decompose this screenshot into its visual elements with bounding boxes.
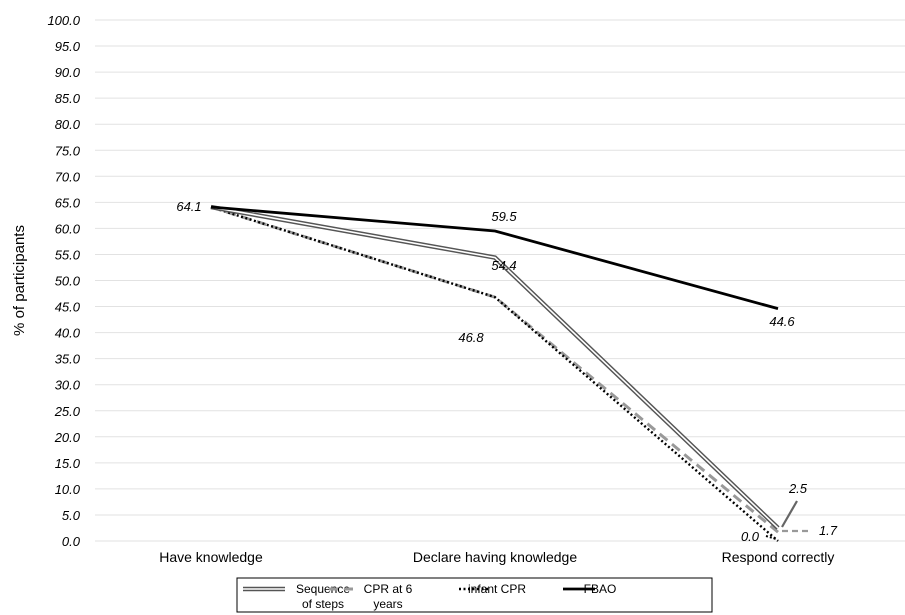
y-tick-label: 85.0: [55, 91, 81, 106]
legend-label: years: [373, 597, 402, 611]
gridlines: [95, 19, 905, 542]
data-labels: 64.1 59.5 54.4 46.8 44.6 2.5 1.7 0.0: [176, 199, 837, 544]
data-label: 0.0: [741, 529, 760, 544]
leader-line: [765, 535, 777, 540]
y-tick-label: 40.0: [55, 326, 81, 341]
x-tick-label: Declare having knowledge: [413, 549, 577, 565]
data-label: 46.8: [458, 330, 484, 345]
y-tick-label: 75.0: [55, 143, 81, 158]
legend-label: FBAO: [584, 582, 617, 596]
data-label: 1.7: [819, 523, 838, 538]
series-infant-cpr: [210, 205, 779, 542]
y-tick-label: 15.0: [55, 456, 81, 471]
series-lines: [210, 204, 780, 542]
y-tick-label: 20.0: [54, 430, 81, 445]
y-tick-label: 70.0: [55, 169, 81, 184]
data-label: 59.5: [491, 209, 517, 224]
series-line: [210, 205, 779, 542]
y-tick-label: 90.0: [55, 65, 81, 80]
x-tick-label: Have knowledge: [159, 549, 263, 565]
legend-entry: FBAO: [563, 582, 616, 596]
y-tick-label: 45.0: [55, 300, 81, 315]
data-label: 64.1: [176, 199, 201, 214]
y-tick-label: 95.0: [55, 39, 81, 54]
legend-entry: infant CPR: [459, 582, 526, 596]
x-tick-label: Respond correctly: [722, 549, 835, 565]
y-tick-label: 65.0: [55, 195, 81, 210]
y-tick-label: 0.0: [62, 534, 81, 549]
legend-label: infant CPR: [468, 582, 526, 596]
y-tick-label: 30.0: [55, 378, 81, 393]
series-sequence-of-steps: [210, 204, 780, 530]
y-tick-label: 100.0: [47, 13, 80, 28]
legend-label: Sequence: [296, 582, 350, 596]
x-axis-ticks: Have knowledge Declare having knowledge Re…: [159, 549, 834, 565]
y-tick-label: 25.0: [54, 404, 81, 419]
y-tick-label: 80.0: [55, 117, 81, 132]
y-tick-label: 55.0: [55, 247, 81, 262]
y-axis-label: % of participants: [11, 225, 28, 336]
legend-label: of steps: [302, 597, 344, 611]
legend-label: CPR at 6: [364, 582, 413, 596]
series-line-inner: [210, 206, 779, 529]
y-tick-label: 10.0: [55, 482, 81, 497]
series-fbao: [210, 205, 779, 310]
y-tick-label: 50.0: [55, 274, 81, 289]
series-line: [210, 205, 779, 310]
y-tick-label: 60.0: [55, 221, 81, 236]
legend-box: [236, 577, 713, 613]
series-line-outer: [210, 204, 780, 530]
y-tick-label: 5.0: [62, 508, 81, 523]
data-label: 44.6: [769, 314, 795, 329]
y-axis-ticks: 0.0 5.0 10.0 15.0 20.0 25.0 30.0 35.0 40.0 45.0 50…: [47, 13, 80, 549]
y-tick-label: 35.0: [55, 352, 81, 367]
leader-line: [781, 500, 798, 528]
data-label: 2.5: [788, 481, 808, 496]
data-label: 54.4: [491, 258, 516, 273]
